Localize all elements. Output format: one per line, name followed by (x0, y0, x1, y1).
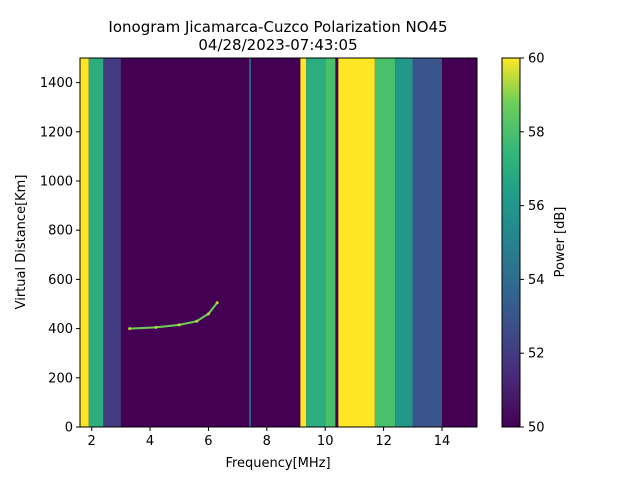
heatmap-plot (79, 57, 478, 428)
chart-subtitle: 04/28/2023-07:43:05 (198, 36, 357, 54)
heat-band-7 (335, 58, 339, 427)
x-tick-label: 8 (263, 434, 271, 449)
heat-band-9 (374, 58, 396, 427)
colorbar-tick-label: 58 (528, 125, 545, 140)
heat-band-11 (412, 58, 442, 427)
heat-band-5 (306, 58, 326, 427)
plot-frame (79, 57, 478, 428)
echo-point-3 (195, 319, 199, 323)
x-tick-label: 2 (88, 434, 96, 449)
heat-band-0 (80, 58, 89, 427)
x-axis: 2 4 6 8 10 12 14 (88, 427, 451, 449)
heat-band-6 (325, 58, 336, 427)
heat-band-10 (395, 58, 413, 427)
echo-trace-line (129, 302, 218, 330)
heat-band-4 (300, 58, 307, 427)
colorbar-ticks: 50 52 54 56 58 60 (520, 52, 545, 436)
heat-band-3 (249, 58, 251, 427)
x-tick-label: 10 (317, 434, 334, 449)
x-tick-label: 6 (204, 434, 212, 449)
x-tick-label: 4 (146, 434, 154, 449)
heatmap-bands (80, 58, 442, 427)
colorbar-tick-label: 52 (528, 347, 545, 362)
y-tick-label: 0 (65, 421, 73, 436)
y-axis: 0 200 400 600 800 1000 1200 1400 (40, 76, 80, 436)
colorbar-tick-label: 56 (528, 199, 545, 214)
echo-trace (128, 301, 219, 331)
echo-point-4 (206, 312, 210, 316)
y-tick-label: 1000 (40, 175, 73, 190)
chart-title: Ionogram Jicamarca-Cuzco Polarization NO… (108, 18, 447, 36)
echo-point-2 (177, 323, 181, 327)
echo-point-1 (154, 325, 158, 329)
colorbar-tick-label: 60 (528, 52, 545, 67)
y-tick-label: 200 (48, 371, 73, 386)
x-axis-label: Frequency[MHz] (225, 456, 330, 471)
x-tick-label: 14 (434, 434, 451, 449)
colorbar-tick-label: 54 (528, 273, 545, 288)
heat-band-8 (338, 58, 375, 427)
colorbar-tick-label: 50 (528, 421, 545, 436)
colorbar-gradient (501, 57, 521, 428)
x-tick-label: 12 (375, 434, 392, 449)
echo-point-0 (128, 327, 132, 331)
y-axis-label: Virtual Distance[Km] (14, 175, 29, 310)
y-tick-label: 400 (48, 322, 73, 337)
y-tick-label: 1200 (40, 125, 73, 140)
y-tick-label: 600 (48, 273, 73, 288)
colorbar-label: Power [dB] (553, 207, 568, 278)
y-tick-label: 800 (48, 224, 73, 239)
echo-point-5 (215, 301, 219, 305)
heat-band-1 (88, 58, 104, 427)
heat-band-2 (103, 58, 121, 427)
y-tick-label: 1400 (40, 76, 73, 91)
colorbar: 50 52 54 56 58 60 Power [dB] (501, 52, 568, 436)
